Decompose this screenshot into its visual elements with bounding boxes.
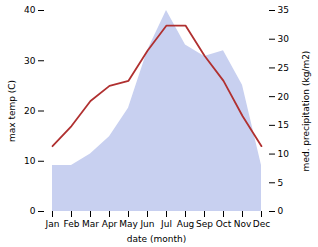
svg-text:30: 30 <box>278 34 290 44</box>
svg-text:Nov: Nov <box>234 219 252 229</box>
svg-text:10: 10 <box>24 156 36 166</box>
svg-text:40: 40 <box>24 5 36 15</box>
svg-text:Sep: Sep <box>196 219 213 229</box>
svg-text:med. precipitation (kg/m2): med. precipitation (kg/m2) <box>301 51 311 172</box>
svg-text:10: 10 <box>278 149 290 159</box>
svg-text:Aug: Aug <box>177 219 195 229</box>
svg-text:35: 35 <box>278 5 289 15</box>
svg-text:Jan: Jan <box>45 219 60 229</box>
svg-text:Dec: Dec <box>253 219 270 229</box>
svg-text:Mar: Mar <box>82 219 99 229</box>
svg-text:5: 5 <box>278 178 284 188</box>
svg-text:15: 15 <box>278 120 289 130</box>
svg-text:25: 25 <box>278 63 289 73</box>
svg-text:Feb: Feb <box>64 219 80 229</box>
svg-text:20: 20 <box>278 92 290 102</box>
svg-text:0: 0 <box>278 206 284 216</box>
svg-text:Apr: Apr <box>102 219 118 229</box>
svg-text:Jun: Jun <box>139 219 154 229</box>
svg-text:May: May <box>119 219 138 229</box>
svg-text:Oct: Oct <box>216 219 232 229</box>
svg-text:30: 30 <box>24 56 36 66</box>
svg-text:20: 20 <box>24 106 36 116</box>
svg-text:0: 0 <box>30 206 36 216</box>
svg-text:date (month): date (month) <box>127 234 186 244</box>
svg-text:max temp (C): max temp (C) <box>7 80 17 142</box>
svg-text:Jul: Jul <box>160 219 172 229</box>
